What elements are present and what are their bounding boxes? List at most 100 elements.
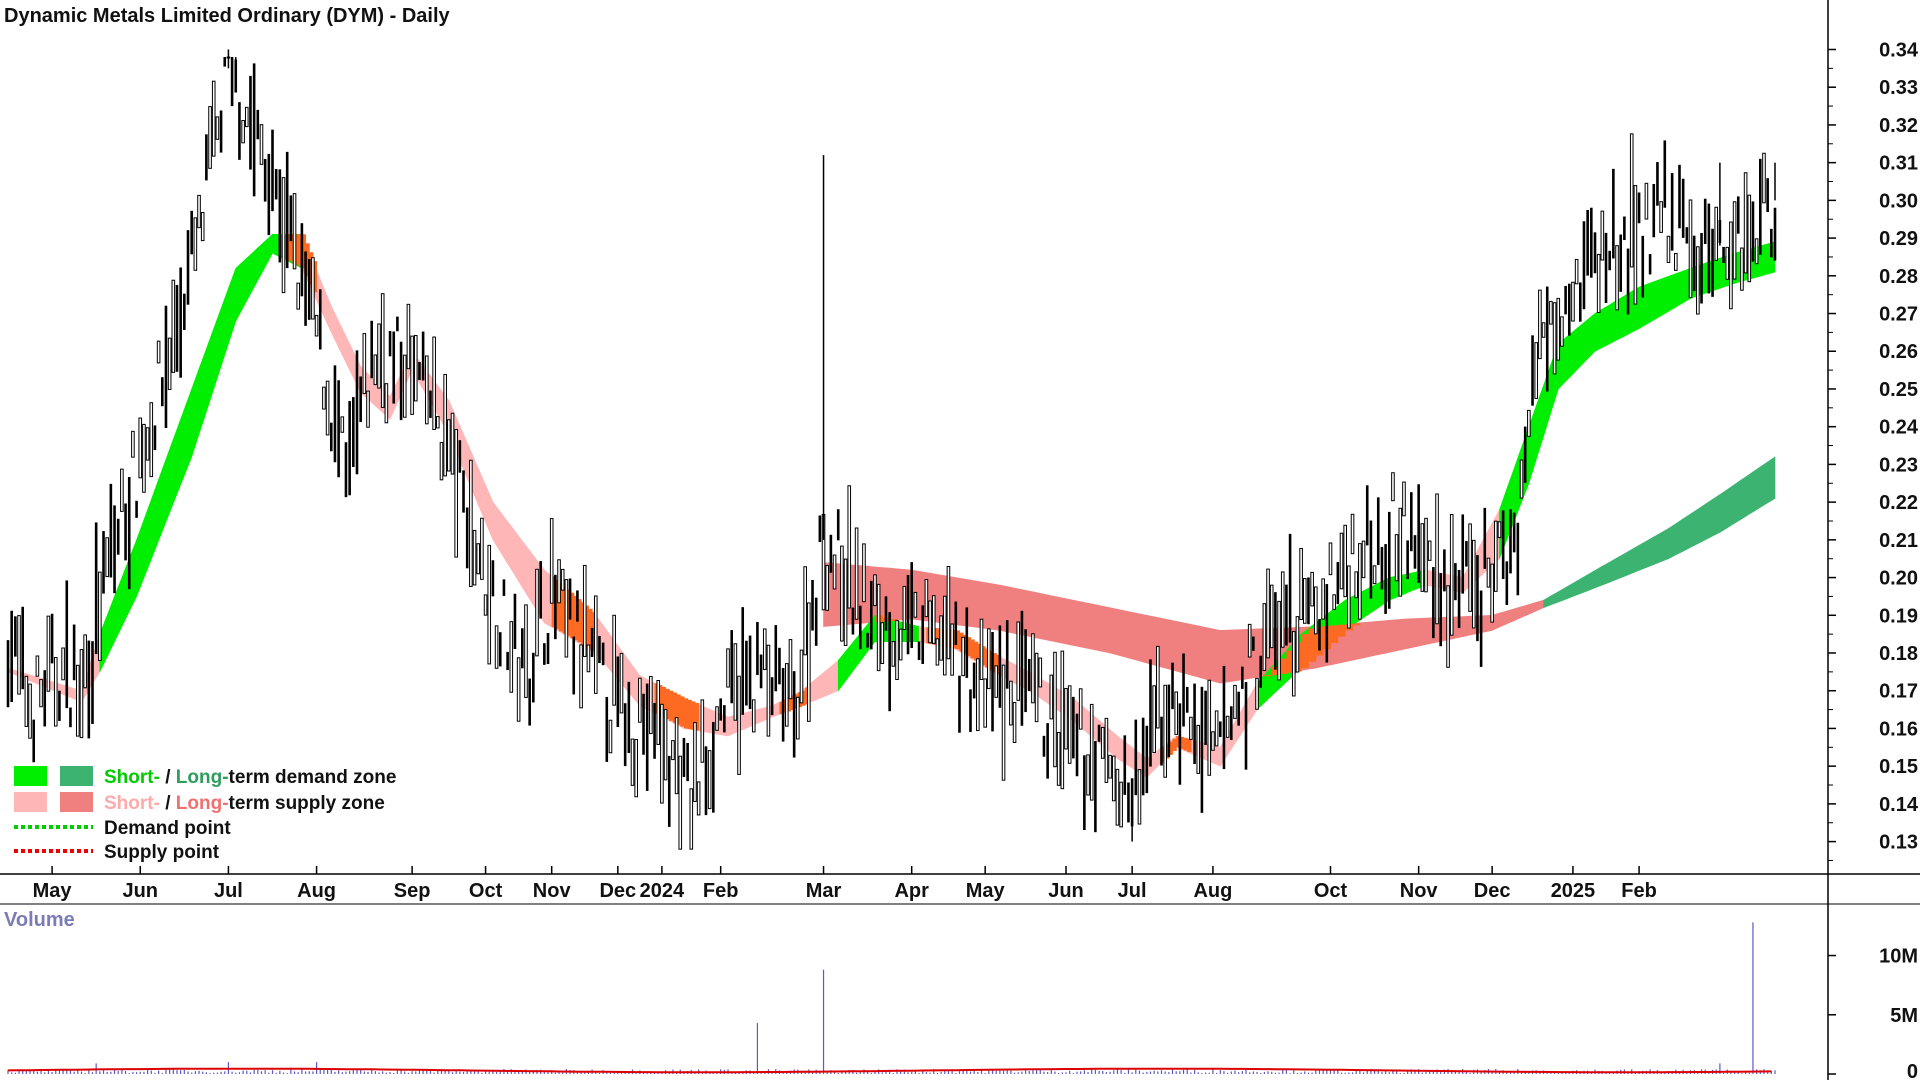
price-bar-body-down: [458, 440, 462, 473]
price-bar: [1127, 782, 1130, 823]
price-bar: [528, 678, 531, 726]
price-bar-body-up: [987, 628, 991, 690]
price-bar-body-down: [175, 284, 179, 372]
price-bar: [502, 579, 506, 596]
price-bar-body-up: [766, 644, 771, 737]
price-bar-body-down: [421, 331, 425, 381]
price-bar: [72, 624, 76, 681]
price-bar: [1189, 716, 1193, 740]
price-bar-body-up: [935, 638, 940, 666]
price-bar-body-up: [1729, 221, 1733, 310]
price-bar: [1009, 680, 1013, 726]
price-bar: [910, 562, 914, 649]
price-bar-body-up: [557, 559, 561, 604]
price-bar-body-down: [1523, 426, 1527, 483]
price-bar: [75, 664, 80, 737]
short-supply-accent: [992, 653, 997, 672]
price-bar: [1773, 207, 1777, 261]
price-bar-body-down: [521, 628, 524, 669]
price-bar: [380, 293, 385, 408]
price-bar-body-down: [958, 675, 961, 733]
price-bar-body-up: [1174, 691, 1179, 735]
price-bar: [296, 282, 301, 310]
price-bar-body-up: [443, 373, 447, 477]
price-bar-body-up: [1666, 235, 1671, 263]
price-bar-body-up: [480, 517, 484, 580]
price-bar-body-up: [149, 402, 154, 478]
price-bar: [145, 427, 150, 461]
price-bar: [149, 402, 154, 478]
price-bar: [1652, 183, 1656, 238]
price-bar: [94, 522, 98, 655]
price-bar-body-up: [208, 106, 212, 169]
price-bar-body-down: [1171, 662, 1174, 710]
price-bar: [745, 640, 748, 706]
price-bar: [1600, 210, 1605, 261]
price-bar: [836, 509, 840, 541]
price-bar: [564, 579, 569, 658]
price-bar-body-down: [1178, 703, 1182, 785]
price-bar: [1108, 754, 1112, 779]
price-bar: [142, 423, 146, 493]
price-bar-body-up: [46, 615, 51, 692]
price-bar: [1134, 719, 1138, 796]
price-bar: [958, 675, 961, 733]
price-bar-body-down: [1134, 719, 1138, 796]
price-bar: [1211, 731, 1215, 751]
price-bar-body-up: [193, 217, 198, 271]
price-bar-body-up: [447, 419, 451, 472]
x-tick-label: Jul: [214, 880, 243, 902]
price-bar-body-down: [1648, 254, 1652, 275]
price-bar: [58, 690, 61, 721]
price-bar: [116, 518, 120, 555]
price-bar-body-up: [656, 680, 661, 745]
price-bar: [399, 341, 403, 421]
price-bar: [138, 417, 143, 479]
short-supply-accent: [301, 234, 307, 269]
price-bar-body-up: [450, 412, 455, 475]
price-bar-body-up: [726, 648, 730, 688]
price-bar-body-up: [215, 116, 220, 140]
x-axis-ticks: May Jun Jul Aug Sep Oct Nov Dec 2024 Feb Mar Apr May…: [33, 866, 1657, 902]
price-bar-body-up: [1633, 185, 1638, 305]
price-bar-body-up: [1350, 513, 1355, 555]
price-bar: [1274, 592, 1277, 670]
price-bar: [1196, 724, 1201, 774]
price-bar: [436, 416, 440, 429]
price-bar: [851, 607, 855, 635]
short-supply-accent: [566, 589, 571, 636]
price-bar-body-down: [774, 625, 778, 692]
price-bar: [1244, 682, 1248, 770]
price-bar-body-down: [1094, 741, 1097, 833]
price-bar: [219, 110, 223, 153]
price-bar: [715, 706, 719, 731]
price-bar-body-down: [1046, 723, 1049, 779]
price-bar-body-down: [818, 515, 822, 543]
price-bar: [183, 293, 186, 330]
price-bar-body-up: [674, 717, 679, 795]
price-bar-body-up: [1067, 685, 1072, 764]
price-bar-body-down: [719, 698, 722, 721]
price-bar: [524, 604, 528, 698]
price-bar-body-up: [1060, 650, 1065, 790]
price-bar-body-down: [1564, 285, 1567, 315]
price-bar: [506, 651, 509, 671]
price-bar-body-up: [476, 543, 481, 575]
price-bar: [788, 639, 793, 700]
short-supply-accent: [1176, 735, 1181, 748]
price-bar: [1754, 238, 1759, 265]
price-bar: [942, 595, 947, 676]
short-supply-accent: [669, 690, 674, 721]
price-bar: [1681, 178, 1685, 238]
price-bar: [1519, 459, 1524, 499]
price-bar: [1115, 768, 1120, 826]
overlap-supply-zone: [1271, 666, 1280, 676]
price-bar: [1692, 235, 1696, 292]
price-bar-body-up: [1280, 571, 1285, 648]
price-bar-body-up: [902, 585, 907, 631]
price-bar-body-down: [1075, 713, 1079, 777]
overlap-supply-zone: [1308, 628, 1317, 662]
price-bar-body-down: [645, 683, 649, 791]
price-bar: [424, 355, 429, 425]
price-bar: [1439, 573, 1443, 647]
